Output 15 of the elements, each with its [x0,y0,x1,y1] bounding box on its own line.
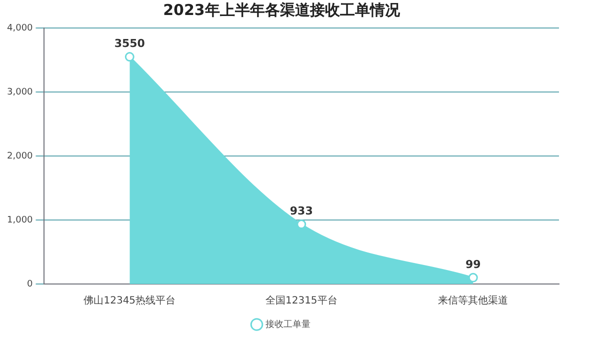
data-label: 3550 [114,37,146,50]
point [468,272,478,282]
y-tick-label: 2,000 [7,151,34,162]
x-tick-label: 来信等其他渠道 [438,294,508,307]
y-tick-label: 4,000 [7,23,34,34]
point [124,52,134,62]
y-tick-label: 1,000 [7,215,34,226]
legend-label: 接收工单量 [265,318,310,330]
x-tick-label: 佛山12345热线平台 [84,294,176,307]
y-tick-label: 3,000 [7,87,34,98]
data-label: 933 [290,204,313,218]
chart-title: 2023年上半年各渠道接收工单情况 [163,0,401,19]
y-tick-label: 0 [27,279,34,290]
x-tick-label: 全国12315平台 [265,294,338,307]
data-label: 99 [465,258,481,272]
